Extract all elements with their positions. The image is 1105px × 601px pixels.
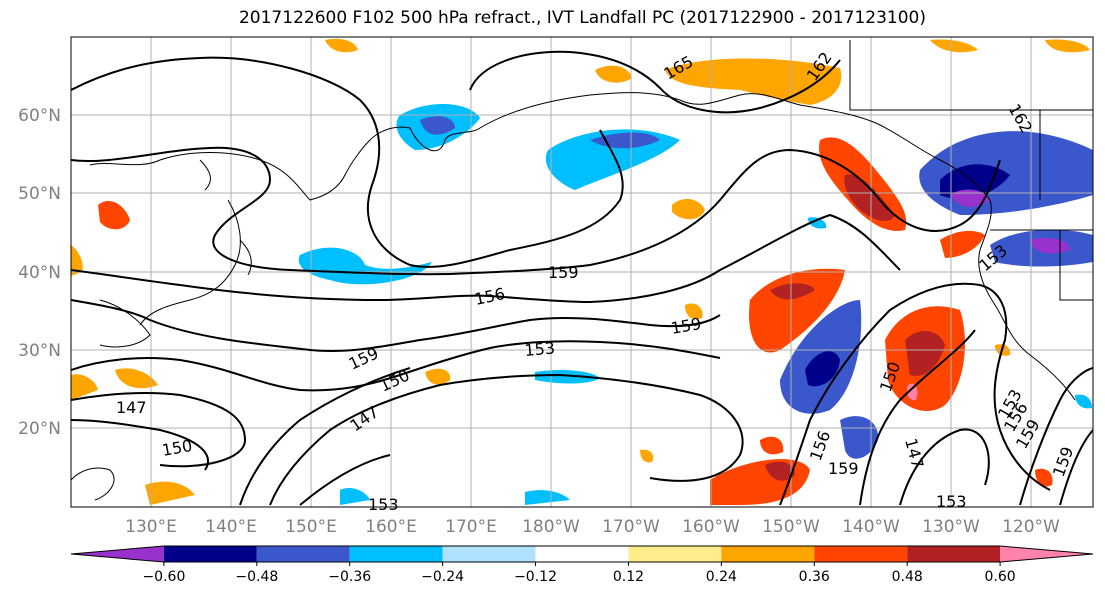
colorbar-tick-label: −0.12 — [514, 569, 557, 585]
colorbar-tick-label: 0.24 — [706, 569, 737, 585]
contour-labels: 165 162 162 159 156 159 159 153 150 147 … — [116, 48, 1077, 514]
contour-label: 159 — [669, 314, 702, 338]
colorbar-tick-label: −0.24 — [421, 569, 464, 585]
colorbar-extend-min — [71, 546, 164, 562]
colorbar-segment — [628, 546, 722, 562]
latitude-labels: 60°N 50°N 40°N 30°N 20°N — [18, 106, 61, 439]
colorbar-tick-label: 0.12 — [613, 569, 644, 585]
colorbar-segment — [907, 546, 1001, 562]
colorbar-segment — [163, 546, 257, 562]
lon-label: 130°E — [125, 517, 177, 537]
map-title: 2017122600 F102 500 hPa refract., IVT La… — [238, 8, 926, 28]
contour-label: 153 — [368, 495, 399, 514]
contour-label: 147 — [116, 398, 147, 417]
colorbar-segment — [721, 546, 815, 562]
map-frame — [70, 36, 1094, 508]
contour-label: 153 — [524, 338, 556, 360]
contour-label: 150 — [377, 365, 413, 395]
colorbar-tick-label: −0.60 — [142, 569, 185, 585]
lat-label: 40°N — [18, 263, 61, 283]
colorbar: −0.60 −0.48 −0.36 −0.24 −0.12 0.12 0.24 0.36 0.4… — [70, 545, 1094, 585]
lat-label: 60°N — [18, 106, 61, 126]
coastlines — [71, 40, 1093, 501]
contour-label: 162 — [1005, 101, 1037, 137]
colorbar-tick-label: 0.60 — [985, 569, 1016, 585]
colorbar-segment — [349, 546, 443, 562]
colorbar-tick-label: −0.48 — [235, 569, 278, 585]
lat-label: 20°N — [18, 419, 61, 439]
longitude-labels: 130°E 140°E 150°E 160°E 170°E 180°W 170°… — [125, 517, 1060, 537]
lon-label: 170°E — [445, 517, 497, 537]
colorbar-segment — [814, 546, 908, 562]
contour-label: 159 — [548, 263, 579, 282]
lon-label: 160°E — [365, 517, 417, 537]
colorbar-tick-label: 0.48 — [892, 569, 923, 585]
contour-label: 147 — [346, 402, 382, 435]
map-field — [71, 37, 1093, 507]
colorbar-segment — [535, 546, 629, 562]
colorbar-segment — [256, 546, 350, 562]
lon-label: 150°E — [285, 517, 337, 537]
lon-label: 140°E — [205, 517, 257, 537]
lat-label: 30°N — [18, 341, 61, 361]
lon-label: 140°W — [842, 517, 900, 537]
lon-label: 120°W — [1002, 517, 1060, 537]
colorbar-ticks: −0.60 −0.48 −0.36 −0.24 −0.12 0.12 0.24 0.36 0.4… — [142, 562, 1016, 585]
contour-label: 156 — [473, 284, 507, 309]
contour-label: 159 — [1049, 444, 1077, 479]
height-contours — [71, 50, 1093, 506]
lat-label: 50°N — [18, 184, 61, 204]
negative-anomaly-shading — [298, 103, 1093, 505]
graticule — [71, 37, 1093, 507]
lon-label: 130°W — [922, 517, 980, 537]
colorbar-segment — [442, 546, 536, 562]
colorbar-tick-label: 0.36 — [799, 569, 830, 585]
lon-label: 170°W — [602, 517, 660, 537]
lon-label: 150°W — [762, 517, 820, 537]
positive-anomaly-shading — [71, 38, 1090, 505]
lon-label: 160°W — [682, 517, 740, 537]
lon-label: 180°W — [522, 517, 580, 537]
colorbar-extend-max — [1000, 546, 1093, 562]
contour-label: 159 — [828, 459, 859, 478]
contour-label: 150 — [160, 436, 193, 460]
colorbar-segments — [70, 545, 1094, 563]
colorbar-tick-label: −0.36 — [328, 569, 371, 585]
contour-label: 153 — [936, 492, 967, 511]
contour-label: 147 — [901, 436, 927, 470]
